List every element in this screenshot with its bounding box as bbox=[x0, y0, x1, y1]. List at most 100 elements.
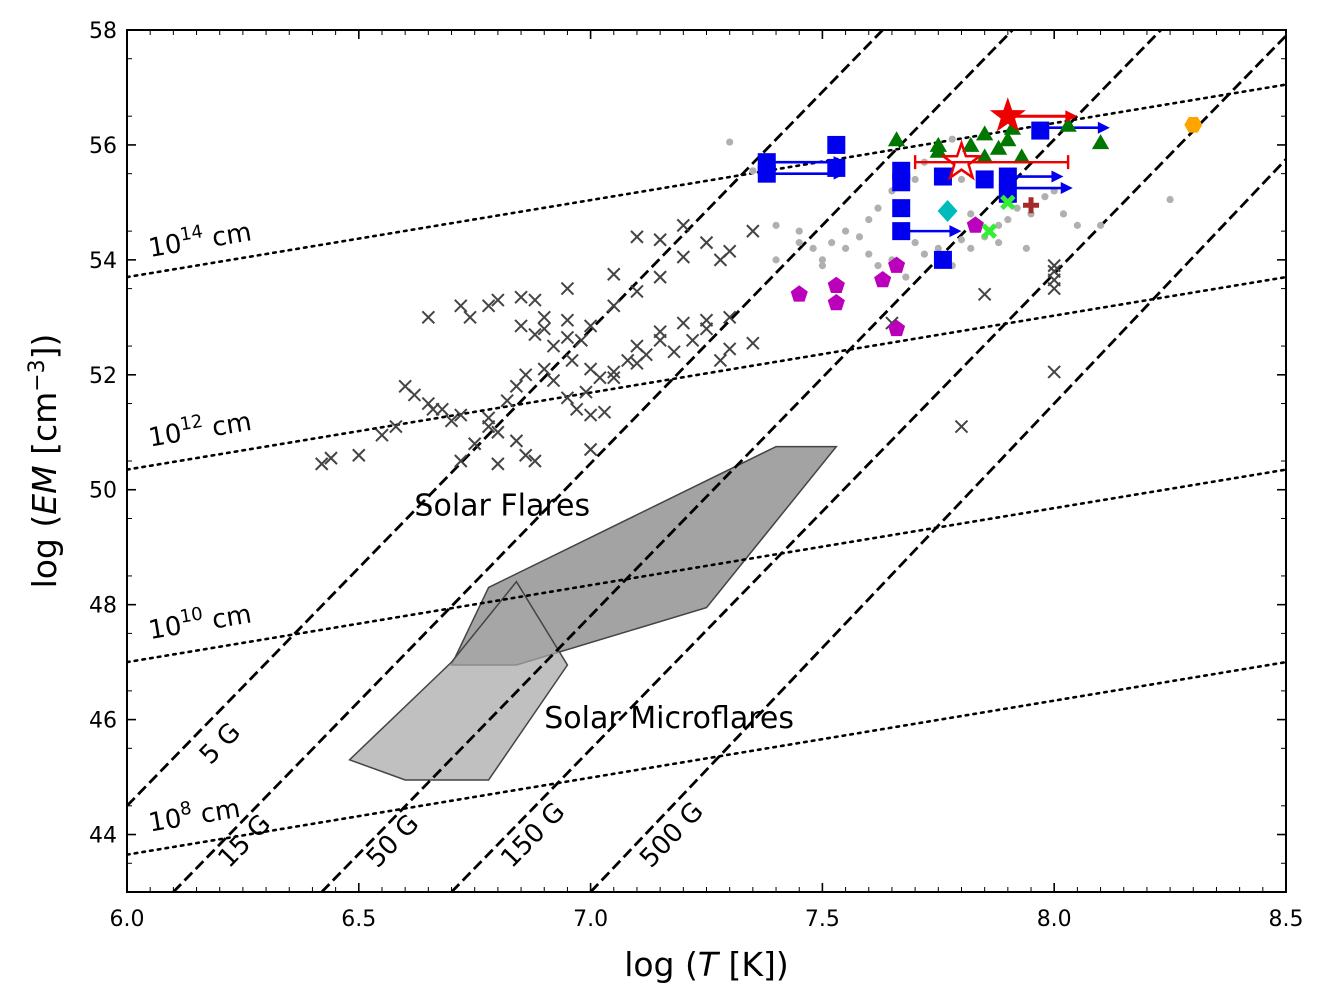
dot-marker bbox=[1096, 221, 1105, 229]
y-tick-label: 44 bbox=[89, 824, 117, 849]
x-marker bbox=[630, 284, 644, 299]
y-axis-title-part: log ( bbox=[25, 515, 64, 589]
x-marker bbox=[597, 405, 612, 419]
length-label-exp: 14 bbox=[178, 221, 204, 245]
dot-marker bbox=[726, 138, 734, 146]
x-marker bbox=[528, 454, 542, 468]
x-marker bbox=[607, 267, 621, 281]
length-label-base: 10 bbox=[146, 419, 184, 454]
field-line bbox=[320, 30, 1162, 892]
region-label: Solar Flares bbox=[414, 489, 590, 524]
length-line bbox=[127, 275, 1286, 471]
arrow-marker-head bbox=[833, 167, 846, 180]
x-marker bbox=[579, 385, 593, 399]
length-line bbox=[127, 468, 1286, 664]
x-marker bbox=[537, 310, 551, 325]
length-line bbox=[127, 660, 1286, 856]
x-marker bbox=[569, 402, 584, 416]
arrow-marker bbox=[901, 225, 962, 238]
x-marker bbox=[560, 330, 575, 345]
field-label: 5 G bbox=[194, 717, 247, 770]
pentagon-marker bbox=[827, 276, 845, 293]
dot-marker bbox=[874, 204, 882, 212]
x-marker bbox=[583, 319, 598, 333]
dot-marker bbox=[1166, 195, 1174, 204]
x-marker bbox=[699, 235, 714, 250]
field-line bbox=[127, 30, 884, 807]
x-marker bbox=[560, 281, 575, 296]
length-label-base: 10 bbox=[146, 611, 184, 646]
triangle-marker bbox=[999, 131, 1017, 147]
dot-marker bbox=[855, 233, 864, 241]
x-marker bbox=[713, 353, 728, 368]
y-axis-title-part: −3 bbox=[25, 359, 50, 391]
x-axis-title-part: log ( bbox=[624, 945, 698, 984]
triangle-marker bbox=[1091, 134, 1110, 150]
y-tick-label: 58 bbox=[89, 19, 117, 44]
dot-marker bbox=[911, 239, 919, 247]
dot-marker bbox=[865, 216, 873, 224]
x-marker bbox=[537, 362, 551, 376]
y-tick-label: 52 bbox=[89, 364, 117, 389]
x-marker bbox=[722, 310, 737, 325]
x-marker bbox=[583, 442, 598, 457]
pentagon-marker bbox=[888, 319, 906, 337]
dot-marker bbox=[957, 236, 966, 244]
magnetic-field-lines bbox=[127, 30, 1286, 892]
x-marker bbox=[630, 230, 644, 244]
y-axis-title-part: EM bbox=[25, 465, 64, 514]
dot-marker bbox=[749, 167, 757, 175]
triangle-marker bbox=[1013, 148, 1031, 164]
dot-marker bbox=[795, 227, 803, 235]
dot-marker bbox=[948, 135, 956, 143]
square-marker bbox=[933, 250, 952, 269]
x-marker bbox=[746, 336, 760, 350]
dot-marker bbox=[1059, 210, 1068, 218]
x-marker bbox=[653, 324, 667, 339]
square-marker bbox=[892, 199, 911, 218]
x-marker bbox=[481, 411, 496, 425]
dot-marker bbox=[967, 244, 975, 252]
region-label: Solar Microflares bbox=[544, 701, 794, 736]
arrow-marker-head bbox=[1097, 121, 1110, 134]
field-line bbox=[450, 34, 1286, 892]
length-label: 1012 cm bbox=[146, 403, 254, 454]
x-tick-label: 6.5 bbox=[341, 907, 376, 932]
x-tick-label: 7.5 bbox=[805, 907, 840, 932]
dot-marker bbox=[920, 250, 928, 258]
x-marker bbox=[699, 322, 714, 336]
dot-marker bbox=[809, 244, 817, 252]
length-label-unit: cm bbox=[202, 599, 254, 636]
arrow-marker-head bbox=[1060, 182, 1073, 195]
star-arrow-marker bbox=[1007, 110, 1078, 123]
x-marker bbox=[463, 310, 477, 325]
square-marker bbox=[827, 135, 846, 154]
dot-marker bbox=[911, 175, 919, 184]
arrow-marker-head bbox=[1051, 170, 1064, 183]
x-marker bbox=[454, 454, 468, 468]
x-marker bbox=[421, 310, 436, 325]
x-marker bbox=[1047, 258, 1061, 273]
x-marker bbox=[514, 290, 528, 304]
length-label-base: 10 bbox=[146, 229, 184, 264]
field-line bbox=[589, 158, 1286, 892]
x-marker bbox=[667, 345, 681, 359]
length-label-exp: 12 bbox=[178, 411, 204, 435]
dot-marker bbox=[1004, 216, 1012, 224]
x-tick-label: 8.5 bbox=[1269, 907, 1304, 932]
x-marker bbox=[630, 339, 644, 353]
length-label-exp: 8 bbox=[178, 798, 193, 821]
x-marker bbox=[454, 299, 468, 313]
dot-marker bbox=[994, 239, 1003, 247]
x-marker bbox=[444, 414, 459, 428]
x-marker bbox=[653, 270, 667, 284]
triangle-marker bbox=[962, 136, 980, 152]
x-marker bbox=[491, 425, 505, 439]
x-marker bbox=[546, 339, 561, 353]
x-marker bbox=[407, 388, 422, 402]
x-marker bbox=[685, 333, 700, 348]
triangle-marker bbox=[1059, 116, 1077, 132]
dot-marker bbox=[841, 227, 850, 235]
